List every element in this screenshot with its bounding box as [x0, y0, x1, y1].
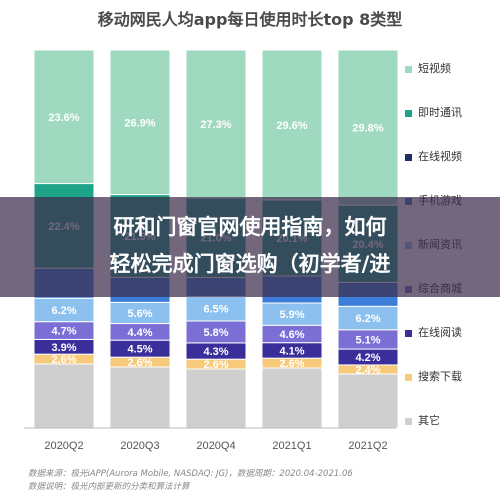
bar-segment [33, 49, 95, 185]
data-label: 26.9% [124, 117, 155, 129]
legend-item: 在线阅读 [405, 324, 462, 340]
data-label: 2.6% [51, 354, 76, 366]
bar-segment [109, 49, 171, 196]
legend-item: 即时通讯 [405, 104, 462, 120]
legend-item: 短视频 [405, 60, 451, 76]
bar-segment [261, 367, 323, 429]
x-tick-label: 2021Q1 [272, 440, 311, 452]
data-label: 4.1% [279, 345, 304, 357]
legend-item: 其它 [405, 412, 440, 428]
data-label: 6.2% [51, 305, 76, 317]
legend-label: 其它 [418, 414, 440, 427]
legend-swatch [405, 65, 412, 73]
data-label: 4.3% [203, 346, 228, 358]
data-label: 5.9% [279, 309, 304, 321]
source-line-2: 数据说明：极光内部更新的分类和算法计算 [28, 482, 190, 492]
source-line-1: 数据来源：极光iAPP(Aurora Mobile, NASDAQ: JG)，数… [28, 469, 353, 479]
bar-segment [185, 368, 247, 429]
data-label: 2.4% [355, 364, 380, 376]
legend-item: 在线视频 [405, 148, 462, 164]
data-label: 5.8% [203, 327, 228, 339]
legend-swatch [405, 329, 412, 337]
bar-segment [185, 295, 247, 322]
data-label: 3.9% [51, 342, 76, 354]
legend-label: 搜索下载 [418, 370, 462, 383]
legend-swatch [405, 417, 412, 425]
x-tick-label: 2020Q4 [196, 440, 235, 452]
banner-line-2: 轻松完成门窗选购（初学者/进 [109, 252, 391, 276]
bar-segment [33, 363, 95, 429]
data-label: 5.6% [127, 308, 152, 320]
source-note: 数据来源：极光iAPP(Aurora Mobile, NASDAQ: JG)，数… [28, 468, 353, 494]
legend-label: 短视频 [418, 62, 451, 75]
legend-swatch [405, 109, 412, 117]
data-label: 2.6% [127, 357, 152, 369]
data-label: 4.7% [51, 326, 76, 338]
data-label: 27.3% [200, 119, 231, 131]
legend-swatch [405, 153, 412, 161]
x-tick-label: 2020Q3 [120, 440, 159, 452]
bar-segment [185, 49, 247, 199]
data-label: 29.6% [276, 120, 307, 132]
overlay-banner[interactable]: 研和门窗官网使用指南，如何 轻松完成门窗选购（初学者/进 [0, 197, 500, 297]
data-label: 5.1% [355, 334, 380, 346]
data-label: 2.6% [203, 359, 228, 371]
data-label: 4.4% [127, 327, 152, 339]
data-label: 4.6% [279, 329, 304, 341]
legend-swatch [405, 373, 412, 381]
data-label: 23.6% [48, 112, 79, 124]
data-label: 4.2% [355, 352, 380, 364]
bar-segment [261, 49, 323, 201]
bar-segment [109, 366, 171, 429]
x-tick-label: 2021Q2 [348, 440, 387, 452]
legend-label: 即时通讯 [418, 106, 462, 119]
bar-segment [337, 373, 399, 429]
legend-label: 在线视频 [418, 150, 462, 163]
banner-line-1: 研和门窗官网使用指南，如何 [113, 215, 387, 239]
data-label: 2.6% [279, 358, 304, 370]
legend-item: 搜索下载 [405, 368, 462, 384]
data-label: 6.2% [355, 313, 380, 325]
data-label: 29.8% [352, 123, 383, 135]
x-tick-label: 2020Q2 [44, 440, 83, 452]
data-label: 6.5% [203, 304, 228, 316]
data-label: 4.5% [127, 344, 152, 356]
chart-title: 移动网民人均app每日使用时长top 8类型 [97, 10, 403, 29]
legend-label: 在线阅读 [418, 326, 462, 339]
bar-segment [337, 49, 399, 206]
